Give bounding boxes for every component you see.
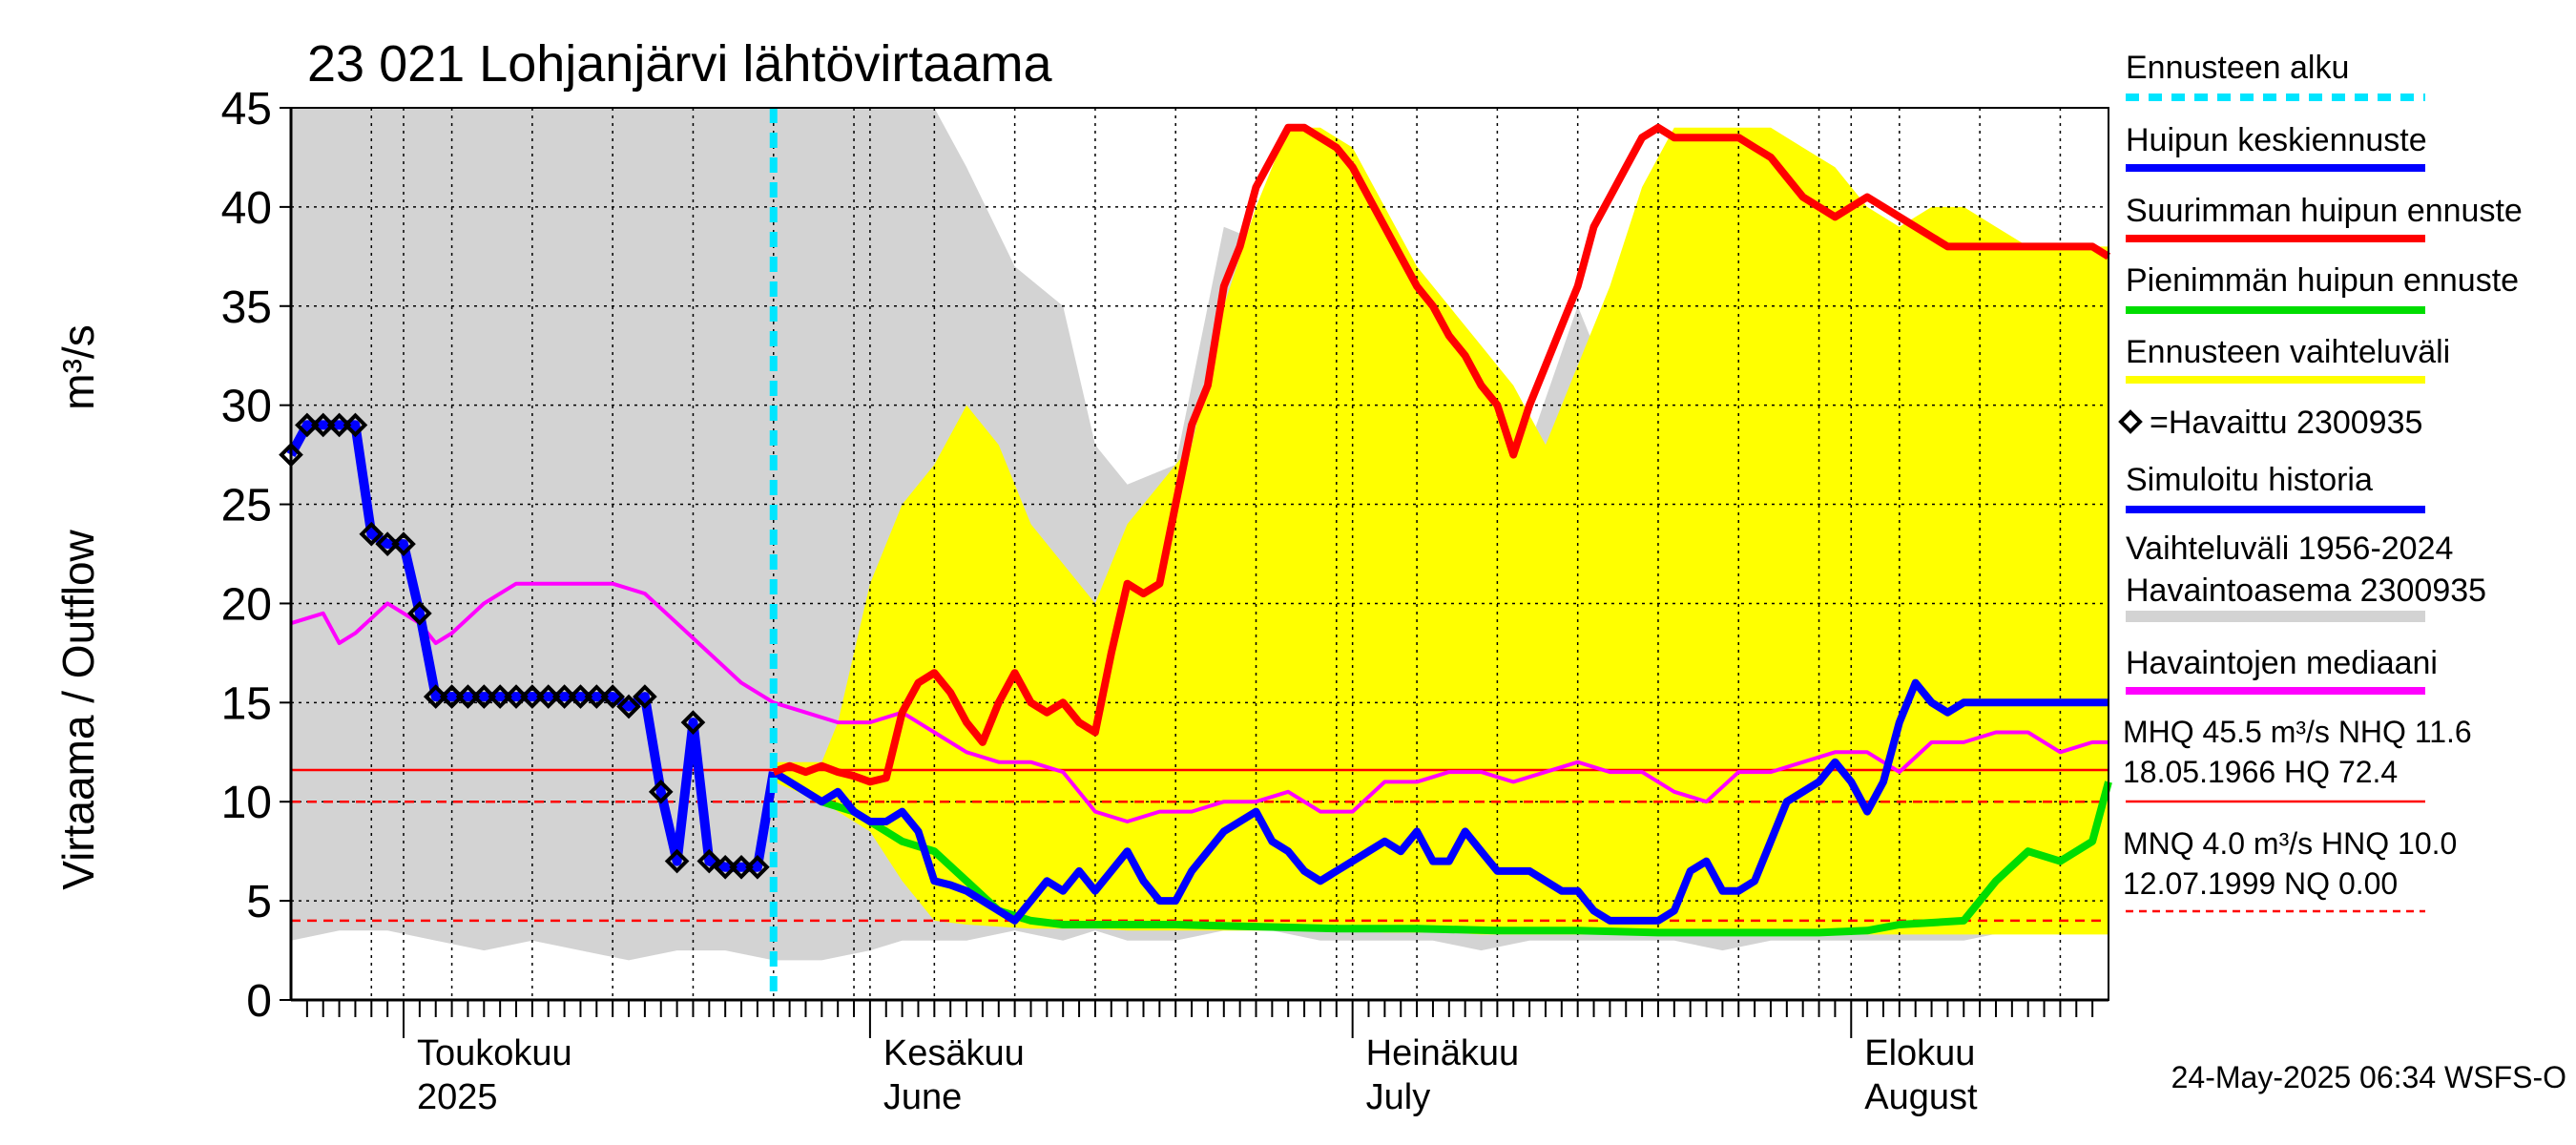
observed-point: [680, 710, 706, 735]
legend-label: Simuloitu historia: [2126, 462, 2373, 498]
observed-point: [745, 854, 770, 880]
forecast-range-band: [773, 127, 2109, 935]
observed-point: [326, 412, 352, 438]
observed-point: [600, 684, 625, 709]
y-tick-label: 20: [221, 579, 272, 630]
observed-point: [375, 531, 400, 556]
y-tick-label: 45: [221, 84, 272, 135]
y-tick-label: 10: [221, 778, 272, 828]
observed-point: [696, 848, 722, 874]
observed-point: [343, 412, 368, 438]
chart-title: 23 021 Lohjanjärvi lähtövirtaama: [307, 35, 1052, 93]
legend-label: Vaihteluväli 1956-2024: [2126, 531, 2453, 567]
month-label-fi: Heinäkuu: [1366, 1033, 1520, 1073]
legend-label: Ennusteen alku: [2126, 50, 2349, 86]
y-tick-label: 25: [221, 481, 272, 531]
observed-point: [664, 848, 690, 874]
month-label-fi: Toukokuu: [417, 1033, 572, 1073]
statistics-box: MHQ 45.5 m³/s NHQ 11.6 18.05.1966 HQ 72.…: [2123, 715, 2472, 913]
legend-label: Havaintoasema 2300935: [2126, 572, 2486, 609]
mean-peak-forecast-line: [771, 678, 2109, 925]
month-label-en: August: [1864, 1077, 1978, 1117]
observed-point: [455, 684, 481, 709]
stats-line-3: MNQ 4.0 m³/s HNQ 10.0: [2123, 826, 2457, 861]
legend-label: Huipun keskiennuste: [2126, 122, 2427, 158]
observed-point: [551, 684, 577, 709]
legend-label: Ennusteen vaihteluväli: [2126, 334, 2450, 370]
observed-point: [648, 780, 674, 804]
observed-point: [713, 854, 738, 880]
y-tick-label: 40: [221, 183, 272, 234]
observed-point: [310, 412, 336, 438]
observed-point: [729, 854, 754, 880]
simulated-history-line: [286, 420, 779, 872]
month-label-en: 2025: [417, 1077, 498, 1117]
observed-point: [391, 531, 416, 556]
legend-label: Havaintojen mediaani: [2126, 645, 2438, 681]
y-axis-label: Virtaama / Outflow: [53, 529, 103, 889]
observed-point: [295, 412, 320, 438]
legend: Ennusteen alku Huipun keskiennuste Suurimm…: [2118, 50, 2523, 695]
observed-point: [568, 684, 593, 709]
stats-line-1: MHQ 45.5 m³/s NHQ 11.6: [2123, 715, 2472, 749]
y-tick-label: 30: [221, 382, 272, 432]
y-tick-label: 0: [246, 976, 272, 1027]
y-tick-label: 5: [246, 877, 272, 927]
month-label-fi: Elokuu: [1864, 1033, 1975, 1073]
observed-point: [407, 601, 432, 626]
legend-label: Suurimman huipun ennuste: [2126, 193, 2523, 229]
axes: 051015202530354045Toukokuu2025KesäkuuJun…: [221, 84, 2109, 1117]
month-label-fi: Kesäkuu: [883, 1033, 1025, 1073]
observed-point: [584, 684, 610, 709]
y-tick-label: 35: [221, 282, 272, 333]
median-line: [290, 581, 2109, 823]
month-label-en: July: [1366, 1077, 1431, 1117]
stats-line-4: 12.07.1999 NQ 0.00: [2123, 866, 2398, 901]
plot-area: [279, 107, 2112, 1002]
observed-point: [423, 684, 448, 709]
observed-point: [471, 684, 497, 709]
month-label-en: June: [883, 1077, 962, 1117]
observed-point: [488, 684, 512, 709]
observed-point: [616, 694, 641, 719]
legend-label: Pienimmän huipun ennuste: [2126, 262, 2519, 299]
legend-label: =Havaittu 2300935: [2150, 405, 2422, 441]
max-peak-forecast-line: [772, 123, 2111, 786]
observed-point: [504, 684, 529, 709]
observed-point: [520, 684, 545, 709]
observed-point: [633, 684, 657, 709]
timestamp-footer: 24-May-2025 06:34 WSFS-O: [2171, 1060, 2566, 1094]
observed-point: [535, 684, 561, 709]
y-axis-unit: m³/s: [53, 324, 103, 409]
observed-point: [439, 684, 465, 709]
y-tick-label: 15: [221, 678, 272, 729]
stats-line-2: 18.05.1966 HQ 72.4: [2123, 755, 2398, 789]
legend-marker: [2118, 409, 2143, 434]
observed-point: [359, 521, 384, 547]
